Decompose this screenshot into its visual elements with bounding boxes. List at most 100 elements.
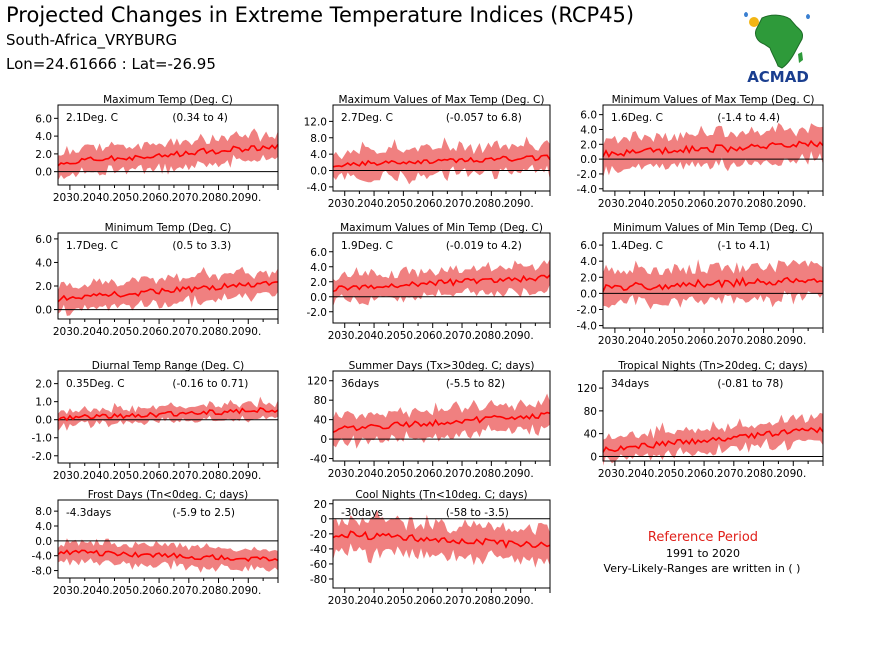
x-tick-label: 2090. bbox=[776, 335, 806, 347]
y-tick-label: 40 bbox=[584, 429, 597, 441]
chart-title: Minimum Temp (Deg. C) bbox=[105, 222, 232, 234]
chart-title: Minimum Values of Max Temp (Deg. C) bbox=[612, 94, 815, 106]
range-band bbox=[333, 258, 550, 307]
y-tick-label: 80 bbox=[584, 406, 597, 418]
x-tick-label: 2030. bbox=[598, 468, 628, 480]
chart-panel: -4.0 -2.0 0.0 2.0 4.0 6.0 2030. 2040. 2050. 2060.… bbox=[577, 94, 824, 210]
x-tick-label: 2040. bbox=[83, 470, 113, 482]
y-tick-label: -60 bbox=[310, 559, 327, 571]
chart-title: Maximum Values of Min Temp (Deg. C) bbox=[340, 222, 543, 234]
mean-series-line bbox=[332, 154, 551, 168]
x-tick-label: 2030. bbox=[328, 198, 358, 210]
chart-title: Cool Nights (Tn<10deg. C; days) bbox=[355, 489, 527, 501]
y-tick-label: -40 bbox=[310, 544, 327, 556]
mean-series-line bbox=[332, 411, 551, 433]
likely-range-label: (-0.019 to 4.2) bbox=[446, 240, 522, 252]
y-tick-label: 8.0 bbox=[310, 133, 327, 145]
y-tick-label: 4.0 bbox=[310, 262, 327, 274]
africa-map-icon bbox=[744, 12, 810, 69]
x-tick-label: 2040. bbox=[628, 198, 658, 210]
logo-text: ACMAD bbox=[747, 68, 809, 86]
x-tick-label: 2090. bbox=[776, 198, 806, 210]
range-band bbox=[333, 393, 550, 449]
plot-frame bbox=[57, 104, 279, 186]
y-tick-label: 40 bbox=[314, 415, 327, 427]
x-tick-label: 2070. bbox=[172, 585, 202, 597]
x-tick-label: 2060. bbox=[687, 468, 717, 480]
y-tick-label: 4.0 bbox=[35, 131, 52, 143]
likely-range-label: (-1.4 to 4.4) bbox=[717, 112, 780, 124]
x-tick-label: 2060. bbox=[416, 595, 446, 607]
x-tick-label: 2050. bbox=[386, 330, 416, 342]
x-tick-label: 2050. bbox=[386, 198, 416, 210]
range-band bbox=[58, 538, 278, 573]
chart-panel: 0 40 80 120 2030. 2040. 2050. 2060. 2070. 2080. 20… bbox=[577, 360, 824, 480]
y-tick-label: 2.0 bbox=[310, 277, 327, 289]
mean-series-line bbox=[332, 530, 551, 549]
chart-title: Maximum Temp (Deg. C) bbox=[103, 94, 233, 106]
mean-series-line bbox=[602, 426, 824, 453]
mean-series-line bbox=[602, 276, 824, 293]
y-tick-label: 1.0 bbox=[35, 397, 52, 409]
x-tick-label: 2090. bbox=[231, 470, 261, 482]
x-tick-label: 2050. bbox=[657, 468, 687, 480]
y-tick-label: 2.0 bbox=[35, 281, 52, 293]
y-tick-label: -40 bbox=[310, 454, 327, 466]
chart-title: Tropical Nights (Tn>20deg. C; days) bbox=[617, 360, 807, 372]
x-tick-label: 2050. bbox=[657, 335, 687, 347]
coordinates-label: Lon=24.61666 : Lat=-26.95 bbox=[6, 55, 216, 73]
plot-frame bbox=[332, 499, 551, 589]
y-tick-label: 0.0 bbox=[35, 167, 52, 179]
mean-series-line bbox=[332, 274, 551, 293]
x-tick-label: 2040. bbox=[357, 330, 387, 342]
page-title: Projected Changes in Extreme Temperature… bbox=[6, 3, 635, 27]
chart-title: Minimum Values of Min Temp (Deg. C) bbox=[613, 222, 813, 234]
y-tick-label: 120 bbox=[577, 383, 597, 395]
y-tick-label: -80 bbox=[310, 574, 327, 586]
plot-frame bbox=[57, 499, 279, 579]
x-tick-label: 2080. bbox=[202, 585, 232, 597]
x-tick-label: 2040. bbox=[83, 585, 113, 597]
x-tick-label: 2060. bbox=[416, 198, 446, 210]
x-tick-label: 2040. bbox=[357, 468, 387, 480]
x-tick-label: 2050. bbox=[657, 198, 687, 210]
plot-frame bbox=[602, 232, 824, 329]
y-tick-label: 6.0 bbox=[580, 110, 597, 122]
mean-change-label: -4.3days bbox=[66, 507, 111, 519]
x-tick-label: 2070. bbox=[445, 198, 475, 210]
x-tick-label: 2080. bbox=[474, 198, 504, 210]
range-band bbox=[603, 412, 823, 466]
chart-title: Diurnal Temp Range (Deg. C) bbox=[92, 360, 244, 372]
y-tick-label: 2.0 bbox=[580, 139, 597, 151]
mean-change-label: 2.1Deg. C bbox=[66, 112, 118, 124]
x-tick-label: 2040. bbox=[357, 595, 387, 607]
plot-frame bbox=[332, 104, 551, 192]
likely-range-label: (-0.057 to 6.8) bbox=[446, 112, 522, 124]
reference-period-title: Reference Period bbox=[647, 530, 759, 545]
x-tick-label: 2070. bbox=[172, 470, 202, 482]
y-tick-label: -2.0 bbox=[307, 307, 328, 319]
x-tick-label: 2080. bbox=[747, 198, 777, 210]
x-tick-label: 2060. bbox=[687, 198, 717, 210]
x-tick-label: 2090. bbox=[504, 198, 534, 210]
mean-change-label: 34days bbox=[611, 378, 649, 390]
x-tick-label: 2070. bbox=[172, 192, 202, 204]
x-tick-label: 2060. bbox=[416, 468, 446, 480]
x-tick-label: 2090. bbox=[231, 326, 261, 338]
x-tick-label: 2050. bbox=[112, 470, 142, 482]
x-tick-label: 2030. bbox=[328, 468, 358, 480]
likely-range-label: (-58 to -3.5) bbox=[446, 507, 509, 519]
y-tick-label: 4.0 bbox=[35, 257, 52, 269]
mean-change-label: 1.4Deg. C bbox=[611, 240, 663, 252]
x-tick-label: 2080. bbox=[474, 468, 504, 480]
y-tick-label: 2.0 bbox=[35, 379, 52, 391]
y-tick-label: -4.0 bbox=[307, 182, 328, 194]
y-tick-label: 12.0 bbox=[304, 116, 327, 128]
y-tick-label: 2.0 bbox=[580, 272, 597, 284]
range-band bbox=[58, 128, 278, 181]
y-tick-label: 4.0 bbox=[580, 256, 597, 268]
reference-period-years: 1991 to 2020 bbox=[665, 547, 741, 560]
x-tick-label: 2080. bbox=[202, 192, 232, 204]
plot-frame bbox=[57, 232, 279, 320]
x-tick-label: 2030. bbox=[53, 192, 83, 204]
